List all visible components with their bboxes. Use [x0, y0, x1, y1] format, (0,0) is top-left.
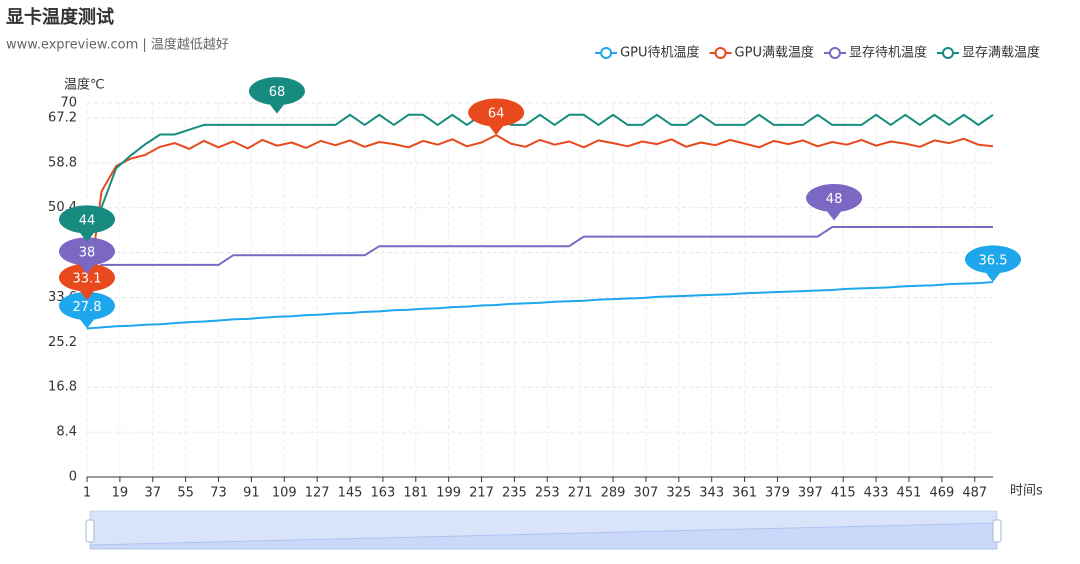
x-tick-label: 379	[765, 486, 790, 501]
x-tick-label: 361	[732, 486, 757, 501]
legend-label: 显存待机温度	[849, 45, 927, 61]
legend-label: GPU待机温度	[620, 45, 699, 61]
legend-item[interactable]: GPU待机温度	[595, 45, 700, 61]
x-tick-label: 289	[601, 486, 626, 501]
x-tick-label: 19	[112, 486, 129, 501]
x-tick-label: 181	[403, 486, 428, 501]
legend-icon	[941, 47, 954, 59]
x-tick-label: 433	[864, 486, 889, 501]
y-tick-label: 25.2	[48, 335, 77, 350]
mark-pin	[964, 245, 1022, 282]
mark-label: 36.5	[979, 253, 1008, 268]
x-tick-label: 217	[469, 486, 494, 501]
zoom-window	[90, 511, 997, 549]
x-tick-label: 1	[83, 486, 91, 501]
mark-point: 48	[806, 183, 863, 221]
x-tick-label: 55	[177, 486, 194, 501]
mark-pin	[58, 263, 115, 301]
x-tick-label: 91	[243, 486, 260, 501]
x-tick-label: 73	[210, 486, 227, 501]
mark-point: 44	[58, 205, 115, 242]
series-line	[86, 113, 994, 243]
zoom-preview	[89, 522, 998, 550]
chart-title: 显卡温度测试	[6, 6, 114, 28]
x-tick-label: 199	[436, 486, 461, 501]
legend-item[interactable]: 显存满载温度	[936, 45, 1040, 61]
legend-item[interactable]: 显存待机温度	[823, 45, 927, 61]
y-tick-label: 58.8	[48, 155, 77, 170]
x-tick-label: 325	[666, 486, 691, 501]
mark-label: 68	[269, 85, 286, 100]
mark-point: 36.5	[964, 245, 1022, 282]
x-tick-label: 415	[831, 486, 856, 501]
data-zoom[interactable]	[85, 510, 1002, 550]
x-tick-label: 235	[502, 486, 527, 501]
mark-label: 48	[826, 192, 843, 207]
x-tick-label: 145	[338, 486, 363, 501]
mark-label: 27.8	[73, 300, 102, 315]
x-tick-label: 163	[370, 486, 395, 501]
legend-icon	[828, 47, 841, 59]
mark-point: 68	[248, 77, 305, 114]
y-tick-label: 0	[69, 470, 77, 485]
x-axis-label: 时间s	[1010, 484, 1043, 499]
legend-item[interactable]: GPU满载温度	[709, 45, 814, 61]
mark-label: 38	[79, 245, 96, 260]
x-tick-label: 487	[962, 486, 987, 501]
x-tick-label: 109	[272, 486, 297, 501]
y-tick-label: 16.8	[48, 380, 77, 395]
mark-pin	[468, 98, 525, 136]
mark-label: 64	[488, 107, 505, 122]
mark-pin	[806, 183, 863, 221]
mark-point: 38	[58, 237, 115, 274]
mark-point: 64	[468, 98, 525, 136]
mark-pin	[58, 205, 115, 242]
mark-label: 44	[79, 213, 96, 228]
y-tick-label: 8.4	[56, 425, 77, 440]
zoom-handle[interactable]	[992, 519, 1002, 543]
x-tick-label: 307	[634, 486, 659, 501]
legend-icon	[714, 47, 727, 59]
mark-pin	[58, 291, 115, 329]
x-tick-label: 271	[568, 486, 593, 501]
series-line	[86, 226, 993, 275]
mark-pin	[58, 237, 115, 274]
zoom-handle[interactable]	[85, 519, 95, 543]
series-line	[86, 134, 994, 301]
y-tick-label: 70	[60, 96, 77, 111]
mark-pin	[248, 77, 305, 114]
x-tick-label: 127	[305, 486, 330, 501]
y-axis-label: 温度℃	[64, 77, 105, 93]
x-tick-label: 397	[798, 486, 823, 501]
mark-point: 33.1	[58, 263, 115, 301]
x-tick-label: 469	[929, 486, 954, 501]
mark-label: 33.1	[73, 272, 102, 287]
legend-label: GPU满载温度	[735, 45, 814, 61]
x-tick-label: 451	[897, 486, 922, 501]
series-line	[86, 281, 994, 330]
x-tick-label: 253	[535, 486, 560, 501]
x-tick-label: 343	[699, 486, 724, 501]
y-tick-label: 67.2	[48, 110, 77, 125]
mark-point: 27.8	[58, 291, 115, 329]
x-tick-label: 37	[144, 486, 161, 501]
legend-label: 显存满载温度	[962, 45, 1040, 61]
chart-subtitle: www.expreview.com | 温度越低越好	[6, 37, 229, 53]
legend-icon	[600, 47, 613, 59]
